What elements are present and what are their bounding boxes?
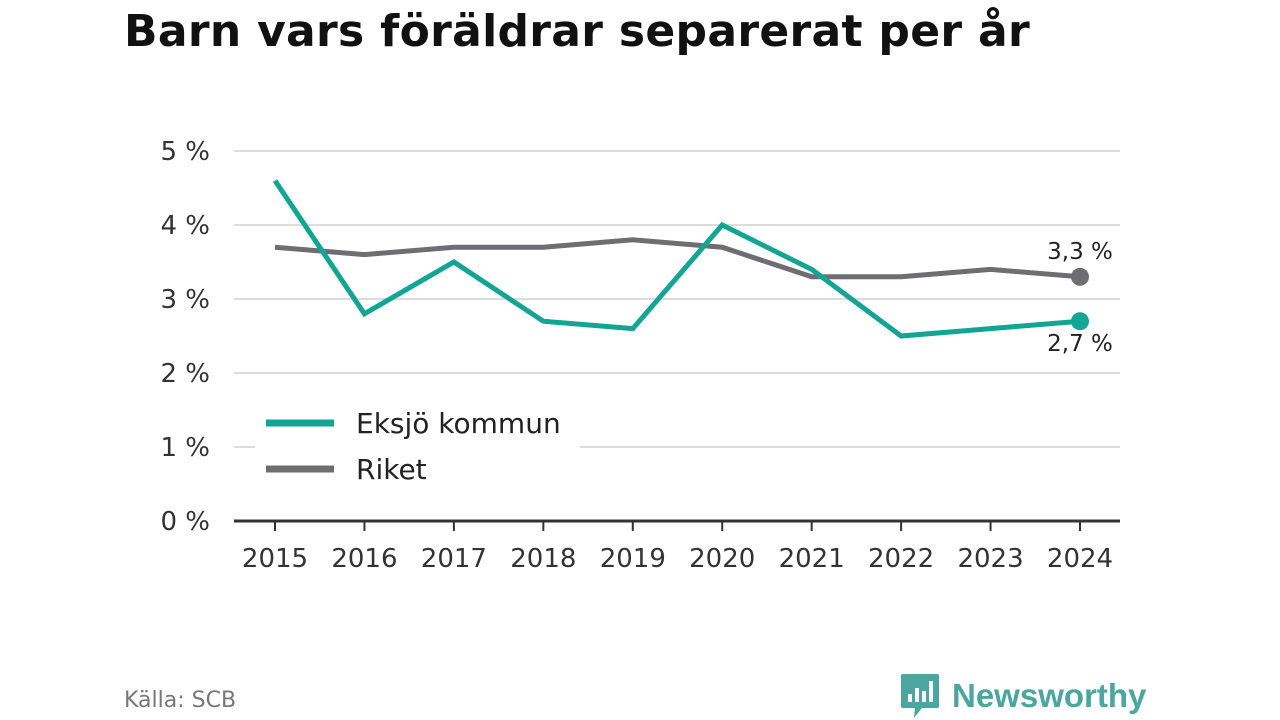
y-tick-label: 5 % (160, 137, 210, 167)
legend: Eksjö kommun Riket (255, 400, 580, 498)
x-tick-label: 2024 (1047, 544, 1113, 574)
y-tick-label: 0 % (160, 507, 210, 537)
x-tick-label: 2021 (779, 544, 845, 574)
x-tick-label: 2018 (510, 544, 576, 574)
end-value-label: 3,3 % (1047, 239, 1113, 265)
series-line (272, 179, 1081, 339)
newsworthy-logo-icon (901, 674, 939, 718)
x-tick-label: 2015 (242, 544, 308, 574)
source-note: Källa: SCB (124, 688, 237, 713)
legend-label: Riket (356, 453, 427, 486)
x-tick-label: 2016 (331, 544, 397, 574)
x-tick-label: 2020 (689, 544, 755, 574)
y-axis-ticks: 0 % 1 % 2 % 3 % 4 % 5 % (160, 137, 210, 537)
x-tick-label: 2017 (421, 544, 487, 574)
y-tick-label: 4 % (160, 211, 210, 241)
series-end-marker (1071, 312, 1089, 331)
series-end-marker (1071, 267, 1089, 286)
x-axis-ticks: 2015 2016 2017 2018 2019 2020 2021 2022 2023 2024 (242, 521, 1113, 574)
y-tick-label: 3 % (160, 285, 210, 315)
series-lines (272, 179, 1089, 339)
end-labels: 2,7 % 3,3 % (1047, 239, 1113, 357)
series-line (274, 237, 1081, 280)
legend-label: Eksjö kommun (356, 407, 561, 440)
end-value-label: 2,7 % (1047, 331, 1113, 357)
brand-logo: Newsworthy (900, 672, 1146, 720)
x-tick-label: 2023 (957, 544, 1023, 574)
y-tick-label: 2 % (160, 359, 210, 389)
chart-title: Barn vars föräldrar separerat per år (124, 6, 1030, 57)
legend-background (255, 400, 580, 498)
y-tick-label: 1 % (160, 433, 210, 463)
x-tick-label: 2019 (600, 544, 666, 574)
brand-name: Newsworthy (952, 677, 1147, 714)
x-tick-label: 2022 (868, 544, 934, 574)
